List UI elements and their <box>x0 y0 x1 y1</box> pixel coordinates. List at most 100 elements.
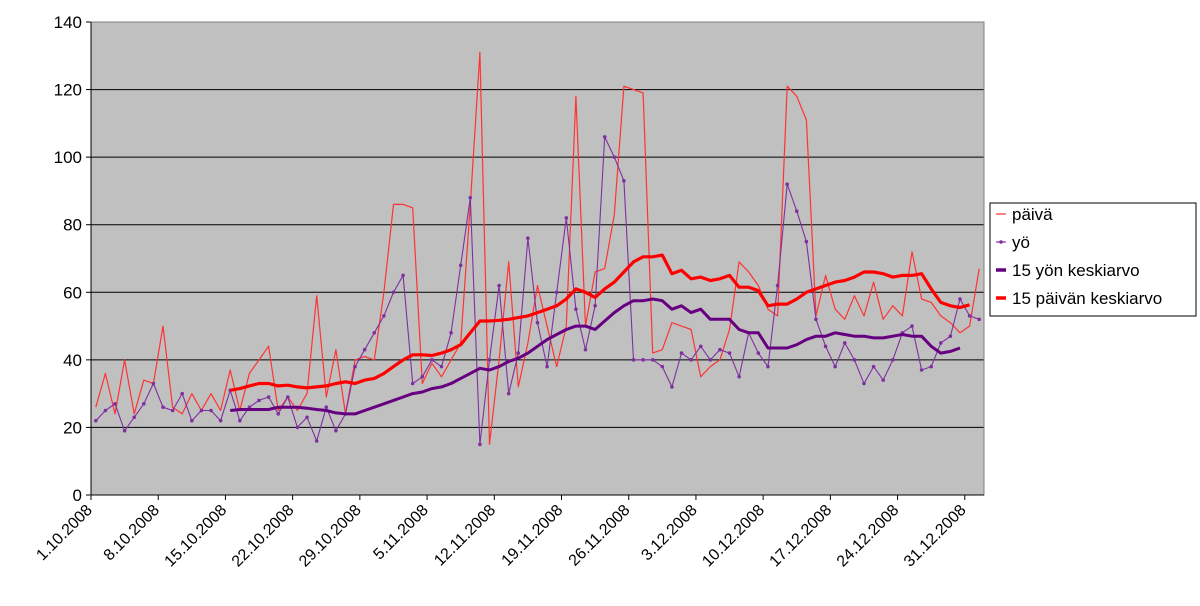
legend-marker <box>999 240 1003 244</box>
x-tick-label: 22.10.2008 <box>229 502 298 571</box>
data-point <box>430 358 434 362</box>
series-line-15-päivän-keskiarvo <box>229 253 971 392</box>
plot-area <box>91 22 984 495</box>
data-point <box>737 374 741 379</box>
x-tick-label: 26.11.2008 <box>566 502 634 570</box>
data-point <box>305 415 309 420</box>
x-tick-label: 12.11.2008 <box>431 502 499 570</box>
x-tick-label: 29.10.2008 <box>296 502 365 571</box>
data-point <box>823 344 828 349</box>
data-point <box>756 351 761 355</box>
data-point <box>833 364 837 369</box>
data-point <box>794 209 799 213</box>
data-point <box>583 347 588 352</box>
data-point <box>977 317 981 322</box>
data-point <box>468 195 473 200</box>
data-point <box>478 442 482 447</box>
x-tick-label: 5.11.2008 <box>370 502 432 564</box>
data-point <box>718 347 722 352</box>
data-point <box>574 307 578 311</box>
data-point <box>929 364 933 369</box>
y-axis-ticks: 0 20 40 60 80 100 120 140 <box>54 13 91 505</box>
data-point <box>938 341 943 345</box>
data-point <box>170 408 175 413</box>
legend-label: yö <box>1012 233 1030 252</box>
data-point <box>439 364 444 369</box>
data-point <box>497 283 501 288</box>
legend-label: 15 yön keskiarvo <box>1012 261 1140 280</box>
x-tick-label: 8.10.2008 <box>101 502 163 564</box>
data-point <box>958 297 962 301</box>
data-point <box>804 239 809 244</box>
data-point <box>295 425 300 430</box>
data-point <box>641 358 645 362</box>
series-group <box>94 51 981 447</box>
data-point <box>775 283 780 288</box>
data-point <box>161 405 165 409</box>
data-point <box>910 324 914 328</box>
data-point <box>631 358 636 362</box>
data-point <box>190 418 194 423</box>
data-point <box>238 418 242 423</box>
data-point <box>948 334 953 339</box>
data-point <box>612 155 617 159</box>
legend-box <box>989 202 1197 317</box>
data-point <box>218 418 223 423</box>
series-line-päivä <box>95 51 980 445</box>
x-tick-label: 10.12.2008 <box>699 502 768 571</box>
data-point <box>727 351 732 355</box>
data-point <box>554 290 559 295</box>
y-tick-label: 80 <box>63 216 82 235</box>
data-point <box>679 351 684 355</box>
data-point <box>113 401 117 406</box>
data-point <box>967 314 972 318</box>
x-tick-label: 17.12.2008 <box>767 502 836 571</box>
x-tick-label: 19.11.2008 <box>499 502 567 570</box>
data-point <box>516 351 521 355</box>
data-point <box>564 216 569 220</box>
y-tick-label: 120 <box>54 81 82 100</box>
data-point <box>545 364 549 369</box>
data-point <box>122 429 127 433</box>
y-tick-label: 60 <box>63 283 82 302</box>
data-point <box>132 415 137 420</box>
data-point <box>94 418 98 423</box>
x-tick-label: 3.12.2008 <box>638 502 700 564</box>
data-point <box>593 304 597 308</box>
data-point <box>842 341 847 345</box>
gridlines <box>91 89 984 428</box>
data-point <box>708 358 713 362</box>
data-point <box>180 391 185 396</box>
data-point <box>670 385 674 389</box>
data-point <box>199 408 204 413</box>
data-point <box>890 358 895 362</box>
data-point <box>766 364 770 369</box>
data-point <box>372 331 377 335</box>
x-tick-label: 31.12.2008 <box>901 502 970 571</box>
series-line-15-yön-keskiarvo <box>230 297 961 416</box>
data-point <box>449 331 453 335</box>
data-point <box>286 395 290 399</box>
x-axis-ticks: 1.10.2008 8.10.200815.10.200822.10.200829… <box>33 495 970 571</box>
data-point <box>314 439 319 443</box>
data-point <box>276 412 281 416</box>
data-point <box>458 263 463 268</box>
x-tick-label: 24.12.2008 <box>834 502 903 571</box>
data-point <box>602 135 607 139</box>
data-point <box>362 347 367 352</box>
data-point <box>698 344 703 349</box>
data-point <box>420 374 425 379</box>
data-point <box>103 408 108 413</box>
data-point <box>526 236 530 241</box>
data-point <box>535 320 540 325</box>
legend-label: päivä <box>1012 205 1053 224</box>
data-point <box>622 178 626 183</box>
data-point <box>871 364 876 369</box>
y-tick-label: 0 <box>73 486 82 505</box>
data-point <box>209 408 213 413</box>
data-point <box>410 381 415 386</box>
data-point <box>487 358 492 362</box>
data-point <box>142 401 146 406</box>
data-point <box>689 358 693 362</box>
